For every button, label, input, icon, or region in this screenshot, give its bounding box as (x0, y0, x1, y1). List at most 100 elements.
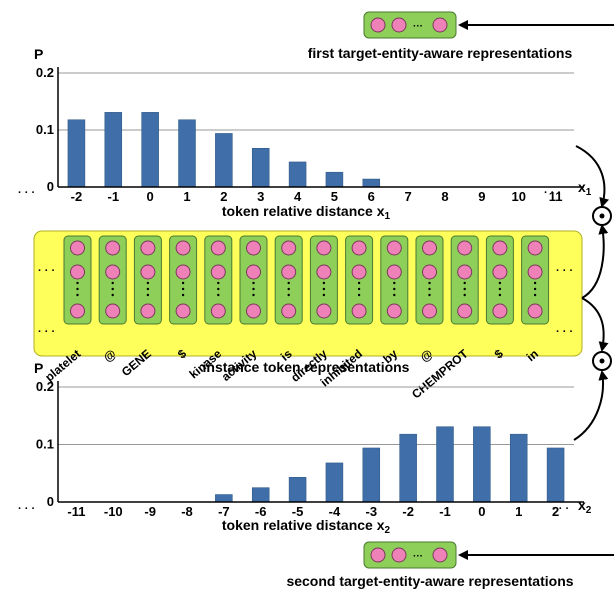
representation-node (391, 17, 407, 33)
x-tick-label: 11 (549, 189, 563, 204)
token-cell (204, 235, 233, 325)
token-node (246, 240, 261, 256)
token-cell (133, 235, 162, 325)
token-cell (521, 235, 550, 325)
token-node (210, 240, 226, 256)
token-node (105, 303, 121, 319)
token-cell (380, 235, 409, 325)
y-axis-label: P (34, 360, 43, 376)
token-node (281, 264, 297, 280)
token-cell (309, 235, 338, 325)
ellipsis-dot (533, 281, 537, 285)
bar (104, 112, 123, 188)
bar (288, 161, 307, 188)
ellipsis-dot (498, 281, 502, 285)
panel-ellipsis-left-top: · · · (38, 265, 55, 277)
token-node (316, 303, 332, 319)
token-node (175, 303, 191, 319)
chart-bottom-ellipsis-left: · · · (18, 503, 35, 515)
token-cell (450, 235, 479, 325)
x-tick-label: 3 (257, 189, 264, 204)
y-tick-label: 0.1 (36, 122, 54, 137)
ellipsis-dot (393, 287, 396, 291)
x-tick-label: -2 (71, 189, 83, 204)
x-tick-label: -3 (366, 504, 378, 519)
representation-node (370, 547, 386, 563)
y-tick-label: 0.1 (36, 437, 54, 452)
first-representation-caption: first target-entity-aware representation… (308, 45, 573, 61)
token-node (457, 303, 473, 319)
bar (362, 447, 381, 503)
chart-bottom-xlabel: token relative distance x2 (222, 517, 391, 536)
representation-node (370, 17, 386, 33)
token-node (422, 303, 437, 319)
token-node (351, 264, 367, 280)
ellipsis-dot (217, 293, 220, 297)
token-node (210, 264, 226, 280)
bar (509, 433, 528, 503)
x-tick-label: -4 (329, 504, 341, 519)
token-node (175, 264, 191, 280)
ellipsis-dot (181, 281, 185, 285)
bar (546, 447, 565, 503)
x-tick-label: 0 (478, 504, 485, 519)
token-node (422, 264, 437, 280)
token-cell (274, 235, 303, 325)
ellipsis-dot (181, 293, 185, 297)
y-tick-label: 0 (47, 179, 54, 194)
x-tick-label: 9 (478, 189, 485, 204)
x-tick-label: -8 (181, 504, 193, 519)
x-tick-label: -2 (402, 504, 414, 519)
token-node (70, 303, 85, 319)
x-tick-label: -6 (255, 504, 267, 519)
y-tick-label: 0 (47, 494, 54, 509)
bar (325, 462, 344, 503)
ellipsis-dot (393, 281, 396, 285)
x-tick-label: 6 (368, 189, 375, 204)
x-tick-label: -1 (108, 189, 120, 204)
chart-bottom-ellipsis-right: · · · (552, 503, 569, 515)
chart-bottom: 00.10.2P-11 -10 -9 -8 -7 -6 -5 -4 -3 -2 -1 0 1 2 (34, 360, 584, 519)
token-node (105, 240, 121, 256)
token-node (140, 240, 156, 256)
token-cell (485, 235, 514, 325)
ellipsis-dot (111, 293, 114, 297)
ellipsis-dot (217, 281, 220, 285)
y-axis-label: P (34, 46, 43, 62)
ellipsis-dot (76, 293, 79, 297)
x-tick-label: 7 (405, 189, 412, 204)
ellipsis-dot (428, 281, 431, 285)
bar (288, 477, 307, 503)
ellipsis-dot (463, 287, 466, 291)
token-node (246, 303, 261, 319)
upper-product-operator (592, 206, 612, 226)
token-cell (169, 235, 198, 325)
token-node (492, 303, 508, 319)
token-node (386, 303, 402, 319)
token-node (210, 303, 226, 319)
instance-token-caption: instance token representations (203, 359, 410, 375)
x-tick-label: -10 (104, 504, 123, 519)
panel-to-upper-operator-arrow (581, 224, 609, 299)
x-tick-label: 5 (331, 189, 338, 204)
x-tick-label: -7 (218, 504, 230, 519)
ellipsis-dot (287, 293, 290, 297)
ellipsis-dot (76, 287, 79, 291)
representation-ellipsis: ··· (413, 21, 423, 32)
panel-ellipsis-left-bottom: · · · (38, 326, 55, 338)
ellipsis-dot (252, 287, 255, 291)
chart-top-to-operator-arrow (575, 145, 610, 208)
ellipsis-dot (322, 281, 326, 285)
token-node (316, 264, 332, 280)
bar (215, 133, 233, 188)
bar (251, 487, 270, 503)
token-node (246, 264, 261, 280)
ellipsis-dot (217, 287, 220, 291)
first-representation-cell: ··· (363, 11, 457, 39)
bar (141, 112, 159, 188)
x-tick-label: -5 (292, 504, 304, 519)
bar (178, 119, 196, 188)
ellipsis-dot (533, 287, 537, 291)
